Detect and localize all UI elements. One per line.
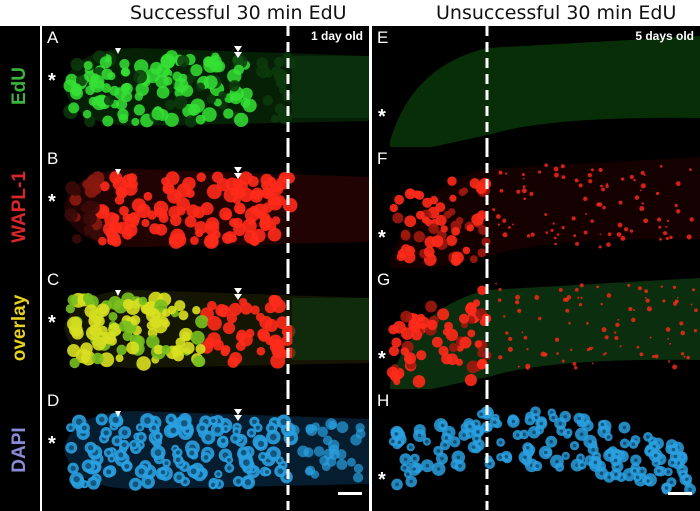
distal-tip-asterisk: * [48, 312, 56, 334]
distal-tip-asterisk: * [48, 433, 56, 455]
panel-letter-c: C [47, 270, 60, 289]
edu-row-label: EdU [9, 67, 30, 105]
dapi-row-label: DAPI [9, 427, 30, 473]
distal-tip-asterisk: * [378, 348, 386, 370]
panel-letter-h: H [377, 391, 390, 410]
panel-h-dapi: H * [372, 389, 700, 510]
scale-bar [338, 492, 362, 495]
panel-letter-f: F [377, 149, 388, 168]
arrowhead-icon [115, 169, 121, 175]
panel-letter-b: B [47, 149, 59, 168]
age-label-1-day: 1 day old [310, 29, 363, 43]
panel-e-edu: E * 5 days old [372, 26, 700, 147]
panel-letter-d: D [47, 391, 60, 410]
panel-d-dapi: D * [42, 389, 369, 510]
row-label-strip: EdU WAPL-1 overlay DAPI [0, 26, 40, 511]
distal-tip-asterisk: * [48, 191, 56, 213]
panel-c-overlay: C * [42, 268, 369, 389]
unsuccessful-edu-title: Unsuccessful 30 min EdU [436, 2, 677, 24]
successful-edu-title: Successful 30 min EdU [130, 2, 347, 24]
panel-f-wapl1: F * [372, 147, 700, 268]
unsuccessful-panel-column: E * 5 days old F * G * H * [372, 26, 700, 511]
double-arrowhead-icon [234, 288, 242, 300]
wapl1-row-label: WAPL-1 [9, 171, 30, 243]
distal-tip-asterisk: * [378, 469, 386, 491]
panel-b-wapl1: B * [42, 147, 369, 268]
double-arrowhead-icon [234, 167, 242, 179]
arrowhead-icon [115, 290, 121, 296]
panel-g-overlay: G * [372, 268, 700, 389]
arrowhead-icon [115, 411, 121, 417]
panel-letter-a: A [47, 28, 59, 47]
panel-letter-g: G [377, 270, 391, 289]
distal-tip-asterisk: * [48, 70, 56, 92]
double-arrowhead-icon [234, 409, 242, 421]
distal-tip-asterisk: * [378, 106, 386, 128]
age-label-5-days: 5 days old [635, 29, 694, 43]
scale-bar [668, 492, 692, 495]
arrowhead-icon [115, 48, 121, 54]
successful-panel-column: A * 1 day old B * C * D * [42, 26, 369, 511]
panel-a-edu: A * 1 day old [42, 26, 369, 147]
overlay-row-label: overlay [9, 294, 30, 362]
panel-letter-e: E [377, 28, 389, 47]
double-arrowhead-icon [234, 46, 242, 58]
distal-tip-asterisk: * [378, 227, 386, 249]
